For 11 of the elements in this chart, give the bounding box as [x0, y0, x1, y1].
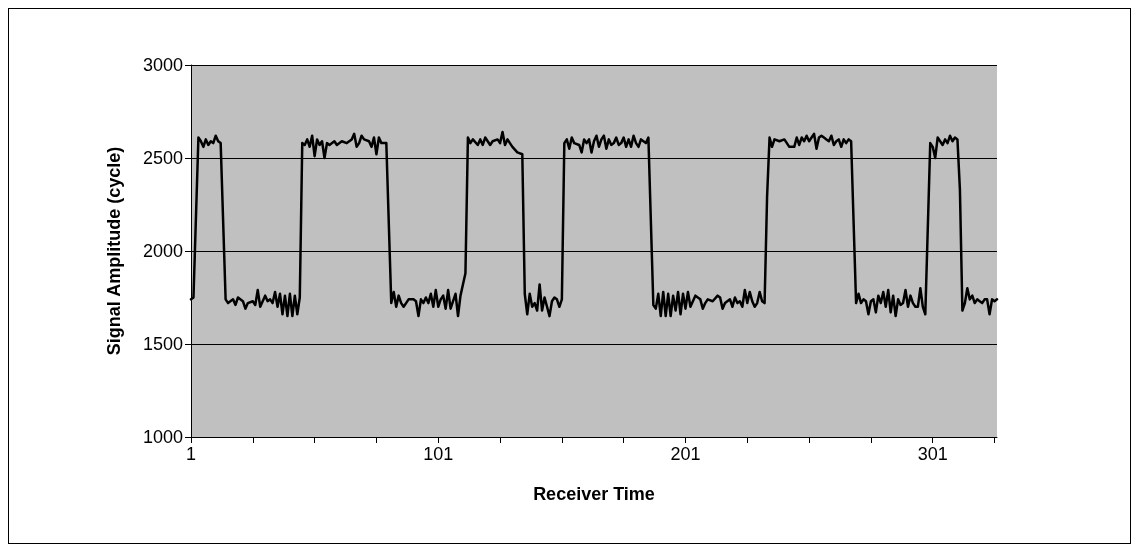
x-tick-label: 1	[185, 444, 197, 464]
y-tick-label: 3000	[142, 55, 183, 75]
x-axis-title: Receiver Time	[533, 484, 655, 504]
y-tick-label: 2500	[142, 148, 183, 168]
x-tick-label: 301	[917, 444, 948, 464]
y-axis-title: Signal Amplitude (cycle)	[104, 146, 124, 356]
x-tick-label: 101	[423, 444, 454, 464]
y-tick-label: 1500	[142, 334, 183, 354]
x-tick-label: 201	[670, 444, 701, 464]
y-tick-label: 1000	[142, 427, 183, 447]
y-tick-label: 2000	[142, 241, 183, 261]
